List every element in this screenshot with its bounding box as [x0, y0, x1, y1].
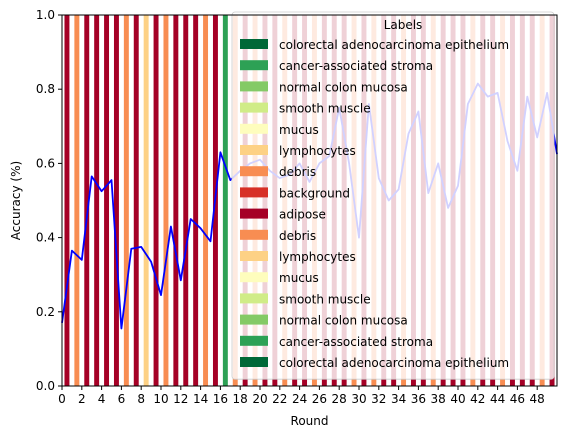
x-tick-label: 10 [153, 392, 168, 406]
x-tick-label: 22 [272, 392, 287, 406]
y-tick-label: 0.0 [36, 379, 55, 393]
legend-entry-label: smooth muscle [279, 292, 371, 306]
y-tick-label: 0.8 [36, 82, 55, 96]
legend-entry-label: lymphocytes [279, 144, 356, 158]
x-tick-label: 2 [78, 392, 86, 406]
x-tick-label: 8 [137, 392, 145, 406]
round-bar [163, 15, 169, 386]
round-bar [143, 15, 149, 386]
legend-swatch [240, 229, 268, 240]
legend-entry-label: cancer-associated stroma [279, 59, 433, 73]
x-tick-label: 36 [411, 392, 426, 406]
x-tick-label: 14 [193, 392, 208, 406]
round-bar [193, 15, 199, 386]
round-bar [133, 15, 139, 386]
x-tick-label: 16 [213, 392, 228, 406]
y-tick-label: 0.2 [36, 305, 55, 319]
x-tick-label: 6 [118, 392, 126, 406]
legend-swatch [240, 314, 268, 325]
legend-entry-label: colorectal adenocarcinoma epithelium [279, 356, 509, 370]
x-tick-label: 30 [351, 392, 366, 406]
legend-swatch [240, 60, 268, 71]
legend-box [231, 11, 555, 380]
legend: Labels colorectal adenocarcinoma epitheli… [231, 11, 555, 380]
axes-frame [61, 14, 558, 387]
legend-swatch [240, 335, 268, 346]
round-bar [113, 15, 119, 386]
x-tick-label: 48 [530, 392, 545, 406]
round-bar [123, 15, 129, 386]
x-tick-label: 34 [391, 392, 406, 406]
x-tick-label: 26 [312, 392, 327, 406]
legend-entry-label: lymphocytes [279, 250, 356, 264]
x-tick-label: 4 [98, 392, 106, 406]
legend-swatch [240, 145, 268, 155]
legend-swatch [240, 39, 268, 49]
legend-swatch [240, 187, 268, 198]
round-bar [74, 15, 80, 386]
round-bar [84, 15, 90, 386]
x-tick-label: 12 [173, 392, 188, 406]
round-bar [64, 15, 70, 386]
x-tick-label: 46 [510, 392, 525, 406]
x-tick-label: 0 [58, 392, 66, 406]
x-tick-label: 18 [233, 392, 248, 406]
y-axis-label: Accuracy (%) [9, 161, 23, 240]
legend-entry-label: background [279, 186, 350, 200]
x-axis-ticks: 0 2 4 6 8 10 12 14 16 18 20 22 24 26 28 30 32 34 36 38 40 42 4… [58, 386, 545, 406]
legend-entry-label: debris [279, 229, 316, 243]
round-bar [203, 15, 209, 386]
legend-entry-label: cancer-associated stroma [279, 335, 433, 349]
legend-entry-label: mucus [279, 123, 319, 137]
y-tick-label: 0.4 [36, 231, 55, 245]
x-tick-label: 38 [431, 392, 446, 406]
y-tick-label: 0.6 [36, 156, 55, 170]
legend-swatch [240, 102, 268, 113]
y-tick-label: 1.0 [36, 8, 55, 22]
legend-swatch [240, 166, 268, 177]
round-bar [183, 15, 189, 386]
legend-entry-label: adipose [279, 208, 326, 222]
legend-swatch [240, 251, 268, 261]
legend-entry-label: normal colon mucosa [279, 314, 408, 328]
x-tick-label: 40 [450, 392, 465, 406]
legend-entry-label: colorectal adenocarcinoma epithelium [279, 38, 509, 52]
round-bar [222, 15, 228, 386]
legend-swatch [240, 357, 268, 367]
legend-title: Labels [384, 18, 423, 32]
x-tick-label: 20 [252, 392, 267, 406]
legend-entry-label: mucus [279, 271, 319, 285]
legend-entry-label: debris [279, 165, 316, 179]
round-bar [94, 15, 100, 386]
round-bar [104, 15, 110, 386]
x-tick-label: 28 [332, 392, 347, 406]
legend-swatch [240, 123, 268, 134]
x-tick-label: 24 [292, 392, 307, 406]
legend-entry-label: normal colon mucosa [279, 80, 408, 94]
round-bar [153, 15, 159, 386]
y-axis-ticks: 0.0 0.2 0.4 0.6 0.8 1.0 [36, 8, 62, 393]
round-bar [173, 15, 179, 386]
x-tick-label: 32 [371, 392, 386, 406]
x-tick-label: 44 [490, 392, 505, 406]
legend-swatch [240, 272, 268, 283]
legend-swatch [240, 293, 268, 304]
legend-entry-label: smooth muscle [279, 102, 371, 116]
x-tick-label: 42 [470, 392, 485, 406]
x-axis-label: Round [291, 414, 329, 428]
legend-swatch [240, 208, 268, 219]
legend-swatch [240, 81, 268, 92]
